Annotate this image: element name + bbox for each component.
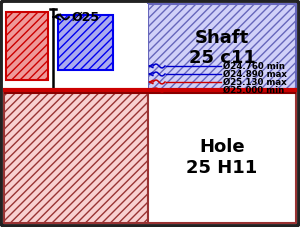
Bar	[4, 92, 148, 223]
Text: Ø25.000 min: Ø25.000 min	[223, 86, 284, 94]
Bar	[148, 4, 296, 92]
Text: Ø25.130 max: Ø25.130 max	[223, 77, 287, 86]
Text: Ø25: Ø25	[72, 10, 100, 24]
Bar	[6, 12, 48, 80]
Text: Ø24.890 max: Ø24.890 max	[223, 69, 287, 79]
Bar	[58, 15, 113, 70]
Text: Shaft
25 c11: Shaft 25 c11	[189, 29, 255, 67]
Text: Ø24.760 min: Ø24.760 min	[223, 62, 285, 71]
Bar	[148, 92, 296, 223]
Bar	[4, 4, 148, 92]
Text: Hole
25 H11: Hole 25 H11	[186, 138, 258, 177]
